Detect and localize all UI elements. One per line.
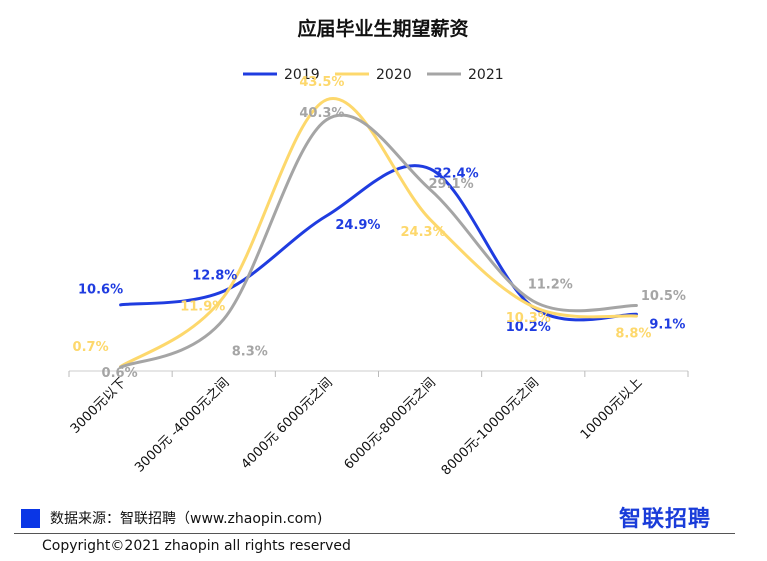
data-label-2020: 8.8%	[615, 327, 651, 342]
data-label-2021: 8.3%	[232, 345, 268, 360]
legend-label-2019: 2019	[284, 67, 320, 83]
legend: 2019 2020 2021	[243, 67, 504, 83]
data-label-2021: 10.5%	[641, 289, 686, 304]
chart-title: 应届毕业生期望薪资	[297, 17, 468, 40]
series-line-2020	[119, 96, 638, 369]
data-label-2019: 24.9%	[335, 218, 380, 233]
series-line-2019	[119, 164, 638, 322]
data-label-2021: 29.1%	[429, 177, 474, 192]
legend-label-2021: 2021	[468, 67, 504, 83]
data-label-2020: 11.9%	[180, 299, 225, 314]
data-label-2019: 10.6%	[78, 282, 123, 297]
x-tick-label: 10000元以上	[578, 375, 645, 442]
legend-label-2020: 2020	[376, 67, 412, 83]
copyright-text: Copyright©2021 zhaopin all rights reserv…	[42, 538, 351, 554]
x-tick-label: 3000元 -4000元之间	[132, 375, 232, 475]
line-chart: 应届毕业生期望薪资 2019 2020 2021 3000元以下 3000元 -4…	[68, 17, 689, 479]
zhaopin-logo: 智联招聘	[619, 507, 712, 532]
data-label-2019: 9.1%	[649, 318, 685, 333]
x-axis-ticks	[68, 371, 689, 377]
x-tick-label: 6000元-8000元之间	[341, 375, 438, 472]
x-tick-label: 8000元-10000元之间	[439, 375, 542, 478]
source-text: 数据来源：智联招聘（www.zhaopin.com)	[50, 511, 323, 527]
x-tick-label: 3000元以下	[68, 375, 130, 437]
data-label-2021: 0.6%	[102, 366, 138, 381]
data-label-2019: 12.8%	[192, 269, 237, 284]
data-label-2021: 40.3%	[299, 106, 344, 121]
data-label-2021: 11.2%	[528, 278, 573, 293]
data-label-2020: 10.3%	[506, 311, 551, 326]
footer-divider	[14, 533, 735, 534]
x-tick-label: 4000元 6000元之间	[239, 375, 336, 472]
source-color-box	[21, 509, 40, 528]
data-label-2020: 24.3%	[401, 225, 446, 240]
series-line-2021	[119, 113, 638, 369]
data-label-2019: 10.2%	[506, 320, 551, 335]
data-label-2020: 43.5%	[299, 75, 344, 90]
x-axis-tick-labels: 3000元以下 3000元 -4000元之间 4000元 6000元之间 6000元-…	[68, 375, 645, 478]
data-label-2019: 32.4%	[434, 166, 479, 181]
data-label-2020: 0.7%	[73, 340, 109, 355]
series-lines	[119, 96, 638, 369]
data-labels: 10.6% 12.8% 24.9% 32.4% 10.2% 9.1% 0.7% 11.9% 43…	[73, 75, 686, 381]
